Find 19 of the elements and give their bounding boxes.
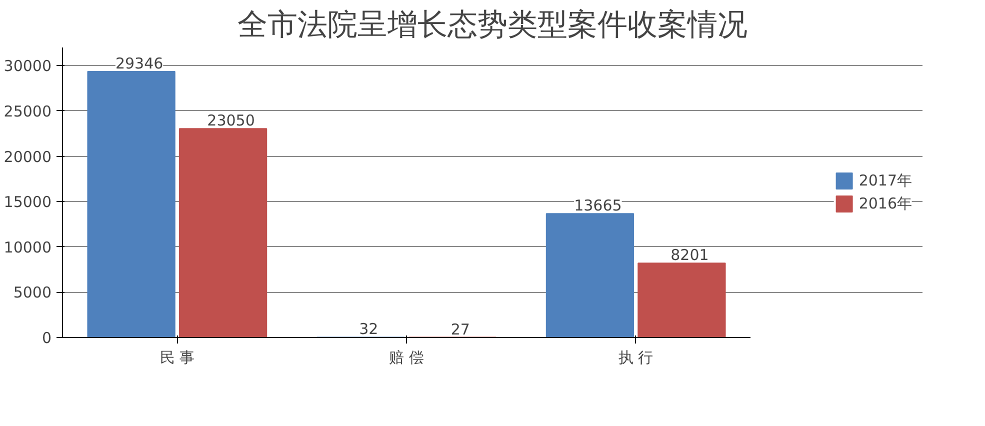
x-tick-label: 执 行	[618, 348, 654, 366]
x-tick-label: 民 事	[160, 348, 195, 366]
data-label: 8201	[670, 246, 709, 264]
legend-label: 2017年	[858, 171, 912, 190]
y-tick-label: 0	[42, 329, 52, 347]
y-tick-label: 25000	[4, 102, 52, 120]
y-tick-label: 10000	[4, 238, 52, 256]
data-label: 13665	[574, 196, 622, 215]
y-tick-label: 5000	[13, 284, 52, 302]
y-tick-label: 30000	[4, 57, 52, 76]
data-label: 27	[450, 320, 470, 338]
data-label: 32	[359, 320, 378, 338]
x-tick-label: 赔 偿	[389, 348, 424, 366]
data-label: 23050	[207, 112, 255, 130]
chart-title: 全市法院呈增长态势类型案件收案情况	[238, 8, 748, 42]
data-label: 29346	[115, 54, 164, 73]
legend-label: 2016年	[858, 194, 912, 213]
y-tick-label: 15000	[4, 193, 52, 212]
y-tick-label: 20000	[4, 148, 52, 166]
